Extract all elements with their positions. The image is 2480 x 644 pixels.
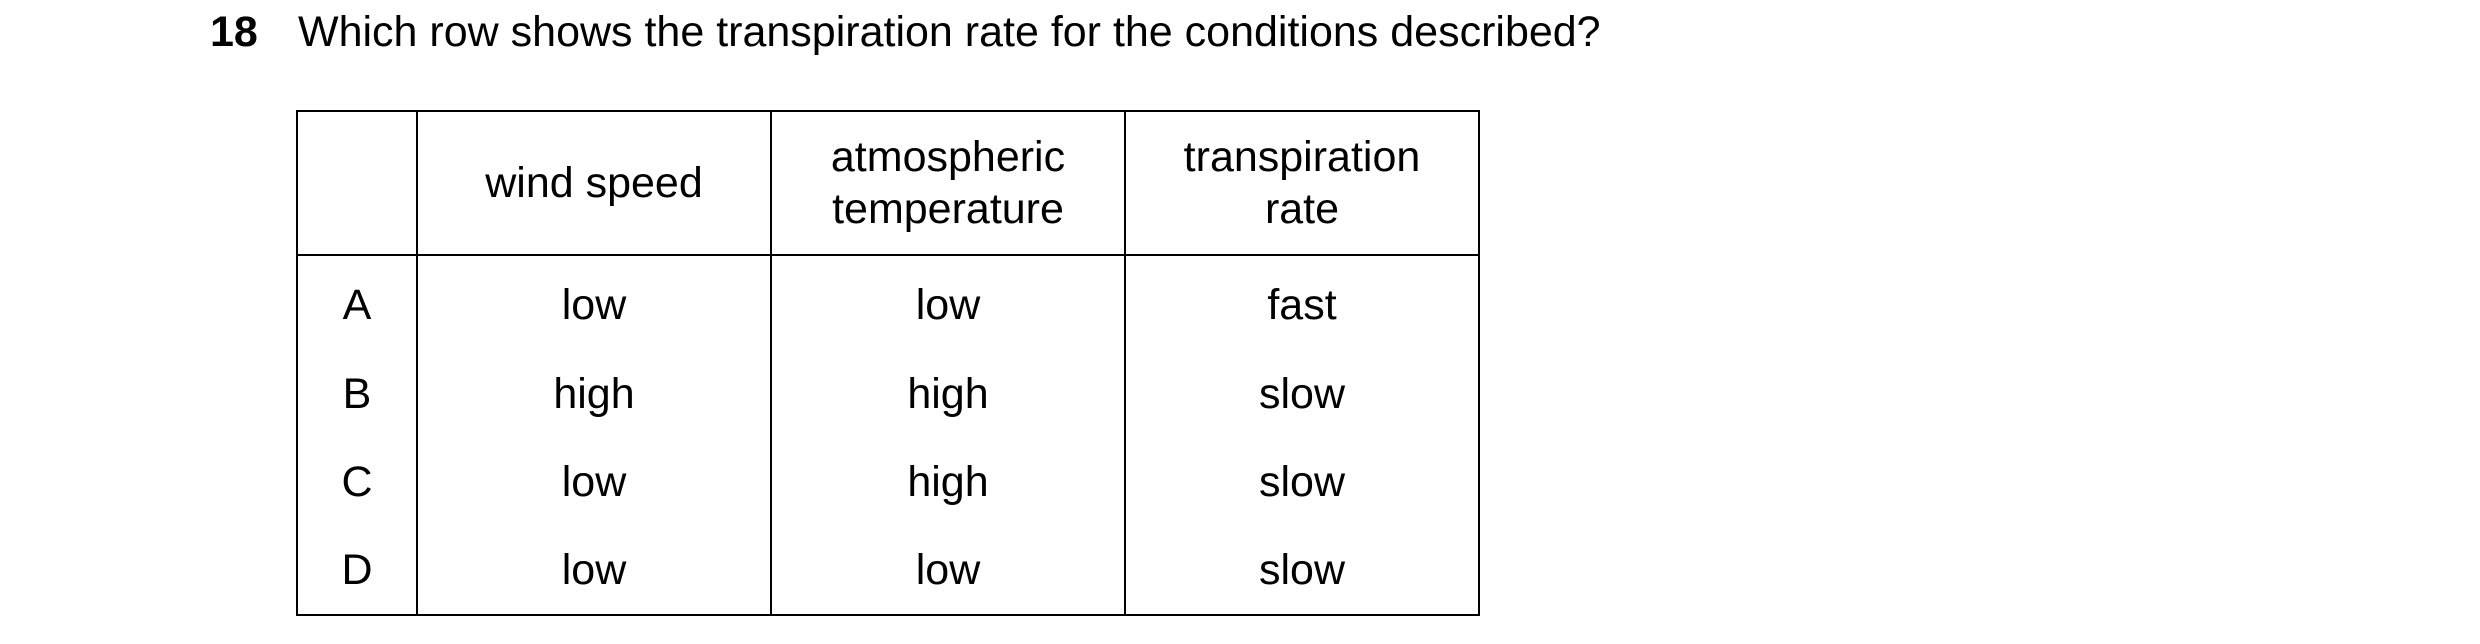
wind-speed-cell: low [416, 526, 772, 616]
row-key: A [296, 255, 418, 350]
atmospheric-temperature-cell: high [770, 438, 1126, 526]
header-transpiration-rate: transpiration rate [1124, 110, 1480, 256]
row-key: B [296, 350, 418, 438]
header-atmospheric-temperature-line2: temperature [832, 185, 1064, 233]
header-wind-speed: wind speed [416, 110, 772, 256]
atmospheric-temperature-cell: high [770, 350, 1126, 438]
question-line: 18 Which row shows the transpiration rate… [210, 4, 1601, 60]
table-row: B high high slow [296, 350, 1480, 438]
table-row: C low high slow [296, 438, 1480, 526]
table-row: A low low fast [296, 255, 1480, 350]
atmospheric-temperature-cell: low [770, 255, 1126, 350]
header-wind-speed-text: wind speed [485, 159, 703, 207]
header-transpiration-rate-line2: rate [1264, 185, 1340, 233]
transpiration-rate-cell: slow [1124, 350, 1480, 438]
row-key: D [296, 526, 418, 616]
wind-speed-cell: high [416, 350, 772, 438]
question-number: 18 [210, 8, 258, 56]
table-row: D low low slow [296, 526, 1480, 616]
table-header-row: wind speed atmospheric temperature trans… [296, 110, 1480, 256]
options-table: wind speed atmospheric temperature trans… [296, 110, 1480, 616]
atmospheric-temperature-cell: low [770, 526, 1126, 616]
header-atmospheric-temperature: atmospheric temperature [770, 110, 1126, 256]
transpiration-rate-cell: slow [1124, 438, 1480, 526]
transpiration-rate-cell: fast [1124, 255, 1480, 350]
wind-speed-cell: low [416, 255, 772, 350]
row-key: C [296, 438, 418, 526]
header-transpiration-rate-line1: transpiration [1183, 133, 1421, 181]
header-atmospheric-temperature-line1: atmospheric [830, 133, 1066, 181]
header-key-cell [296, 110, 418, 256]
transpiration-rate-cell: slow [1124, 526, 1480, 616]
wind-speed-cell: low [416, 438, 772, 526]
question-text: Which row shows the transpiration rate f… [298, 8, 1601, 56]
